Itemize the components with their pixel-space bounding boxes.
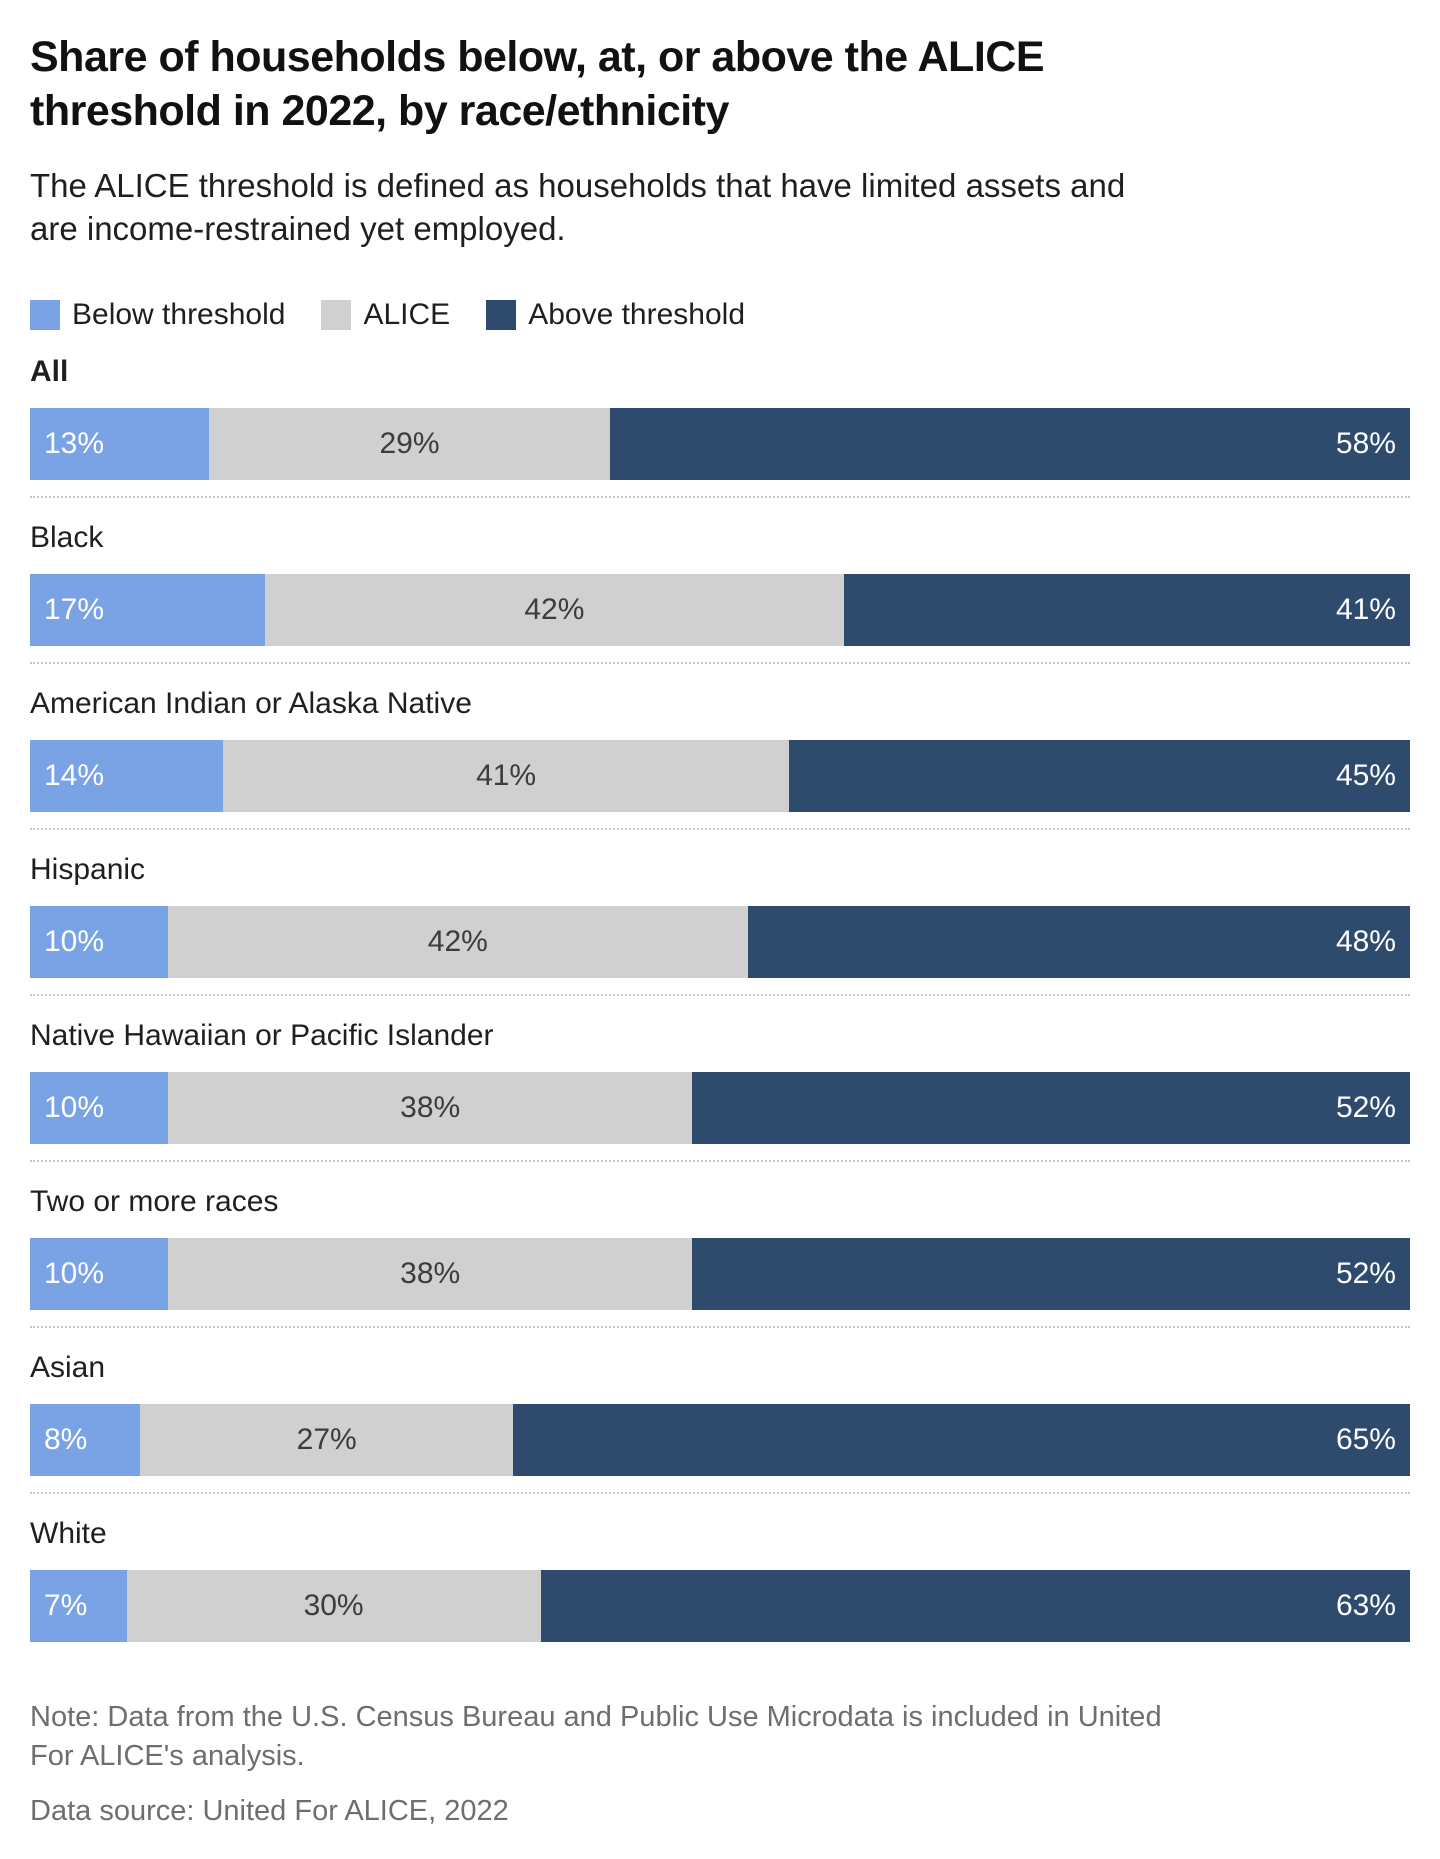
- row-separator: [30, 662, 1410, 664]
- segment-value: 52%: [1335, 1091, 1396, 1124]
- segment-value: 10%: [44, 925, 105, 958]
- bar-row-black: Black 17% 42% 41%: [30, 520, 1410, 646]
- bar-row-american-indian-or-alaska-native: American Indian or Alaska Native 14% 41% 45…: [30, 686, 1410, 812]
- category-label: Hispanic: [30, 853, 146, 886]
- stacked-bar: 13% 29% 58%: [30, 408, 1410, 480]
- segment-value: 58%: [1335, 427, 1396, 460]
- segment-below-threshold: 10%: [30, 906, 168, 978]
- row-separator: [30, 994, 1410, 996]
- row-separator: [30, 1492, 1410, 1494]
- segment-value: 8%: [44, 1423, 88, 1456]
- legend-label: ALICE: [363, 298, 451, 331]
- bar-row-native-hawaiian-or-pacific-islander: Native Hawaiian or Pacific Islander 10% 38…: [30, 1018, 1410, 1144]
- segment-below-threshold: 14%: [30, 740, 224, 812]
- segment-value: 17%: [44, 593, 105, 626]
- segment-value: 41%: [476, 759, 537, 792]
- segment-below-threshold: 10%: [30, 1072, 168, 1144]
- segment-alice: 41%: [223, 740, 789, 812]
- category-label: Asian: [30, 1351, 106, 1384]
- segment-value: 41%: [1335, 593, 1396, 626]
- segment-below-threshold: 13%: [30, 408, 210, 480]
- segment-below-threshold: 17%: [30, 574, 265, 646]
- row-separator: [30, 1160, 1410, 1162]
- segment-value: 45%: [1335, 759, 1396, 792]
- segment-value: 13%: [44, 427, 105, 460]
- bar-row-two-or-more-races: Two or more races 10% 38% 52%: [30, 1184, 1410, 1310]
- segment-above-threshold: 48%: [747, 906, 1410, 978]
- stacked-bar: 8% 27% 65%: [30, 1404, 1410, 1476]
- stacked-bar: 10% 42% 48%: [30, 906, 1410, 978]
- segment-above-threshold: 52%: [692, 1238, 1410, 1310]
- segment-value: 38%: [400, 1091, 461, 1124]
- segment-above-threshold: 63%: [540, 1570, 1410, 1642]
- stacked-bar: 14% 41% 45%: [30, 740, 1410, 812]
- segment-value: 52%: [1335, 1257, 1396, 1290]
- category-label: Two or more races: [30, 1185, 279, 1218]
- segment-value: 38%: [400, 1257, 461, 1290]
- legend: Below threshold ALICE Above threshold: [30, 298, 1410, 332]
- data-source: Data source: United For ALICE, 2022: [30, 1795, 509, 1827]
- bar-row-asian: Asian 8% 27% 65%: [30, 1350, 1410, 1476]
- category-label: American Indian or Alaska Native: [30, 687, 472, 720]
- legend-swatch-icon: [486, 300, 517, 330]
- segment-value: 27%: [296, 1423, 357, 1456]
- segment-value: 10%: [44, 1091, 105, 1124]
- segment-below-threshold: 8%: [30, 1404, 141, 1476]
- stacked-bar: 10% 38% 52%: [30, 1238, 1410, 1310]
- segment-alice: 38%: [168, 1238, 693, 1310]
- category-label: Black: [30, 521, 104, 554]
- row-separator: [30, 496, 1410, 498]
- legend-label: Below threshold: [72, 298, 286, 331]
- segment-value: 65%: [1335, 1423, 1396, 1456]
- segment-value: 7%: [44, 1589, 88, 1622]
- legend-item-below-threshold: Below threshold: [30, 298, 285, 332]
- chart-title: Share of households below, at, or above …: [30, 33, 1045, 135]
- row-separator: [30, 1326, 1410, 1328]
- segment-value: 14%: [44, 759, 105, 792]
- legend-label: Above threshold: [528, 298, 745, 331]
- row-separator: [30, 828, 1410, 830]
- segment-above-threshold: 52%: [692, 1072, 1410, 1144]
- segment-alice: 38%: [168, 1072, 693, 1144]
- legend-swatch-icon: [321, 300, 352, 330]
- bar-row-hispanic: Hispanic 10% 42% 48%: [30, 852, 1410, 978]
- segment-alice: 30%: [126, 1570, 541, 1642]
- bar-row-white: White 7% 30% 63%: [30, 1516, 1410, 1642]
- stacked-bar: 17% 42% 41%: [30, 574, 1410, 646]
- stacked-bar: 7% 30% 63%: [30, 1570, 1410, 1642]
- bar-row-all: All 13% 29% 58%: [30, 354, 1410, 480]
- segment-value: 42%: [427, 925, 488, 958]
- segment-value: 10%: [44, 1257, 105, 1290]
- segment-value: 48%: [1335, 925, 1396, 958]
- segment-below-threshold: 7%: [30, 1570, 127, 1642]
- segment-value: 29%: [379, 427, 440, 460]
- category-label: All: [30, 355, 69, 388]
- stacked-bar: 10% 38% 52%: [30, 1072, 1410, 1144]
- segment-alice: 29%: [209, 408, 610, 480]
- stacked-bar-chart: All 13% 29% 58% Black 17% 42% 41% American India…: [30, 354, 1410, 1642]
- segment-below-threshold: 10%: [30, 1238, 168, 1310]
- legend-item-alice: ALICE: [321, 298, 450, 332]
- segment-above-threshold: 41%: [844, 574, 1410, 646]
- category-label: Native Hawaiian or Pacific Islander: [30, 1019, 494, 1052]
- segment-alice: 42%: [264, 574, 845, 646]
- segment-above-threshold: 58%: [609, 408, 1410, 480]
- category-label: White: [30, 1517, 107, 1550]
- segment-above-threshold: 65%: [512, 1404, 1410, 1476]
- chart-note: Note: Data from the U.S. Census Bureau a…: [30, 1701, 1162, 1772]
- segment-value: 63%: [1335, 1589, 1396, 1622]
- segment-above-threshold: 45%: [788, 740, 1410, 812]
- chart-subtitle: The ALICE threshold is defined as househ…: [30, 167, 1126, 247]
- legend-item-above-threshold: Above threshold: [486, 298, 745, 332]
- segment-value: 42%: [524, 593, 585, 626]
- legend-swatch-icon: [30, 300, 60, 330]
- segment-alice: 27%: [140, 1404, 513, 1476]
- segment-alice: 42%: [168, 906, 748, 978]
- segment-value: 30%: [303, 1589, 364, 1622]
